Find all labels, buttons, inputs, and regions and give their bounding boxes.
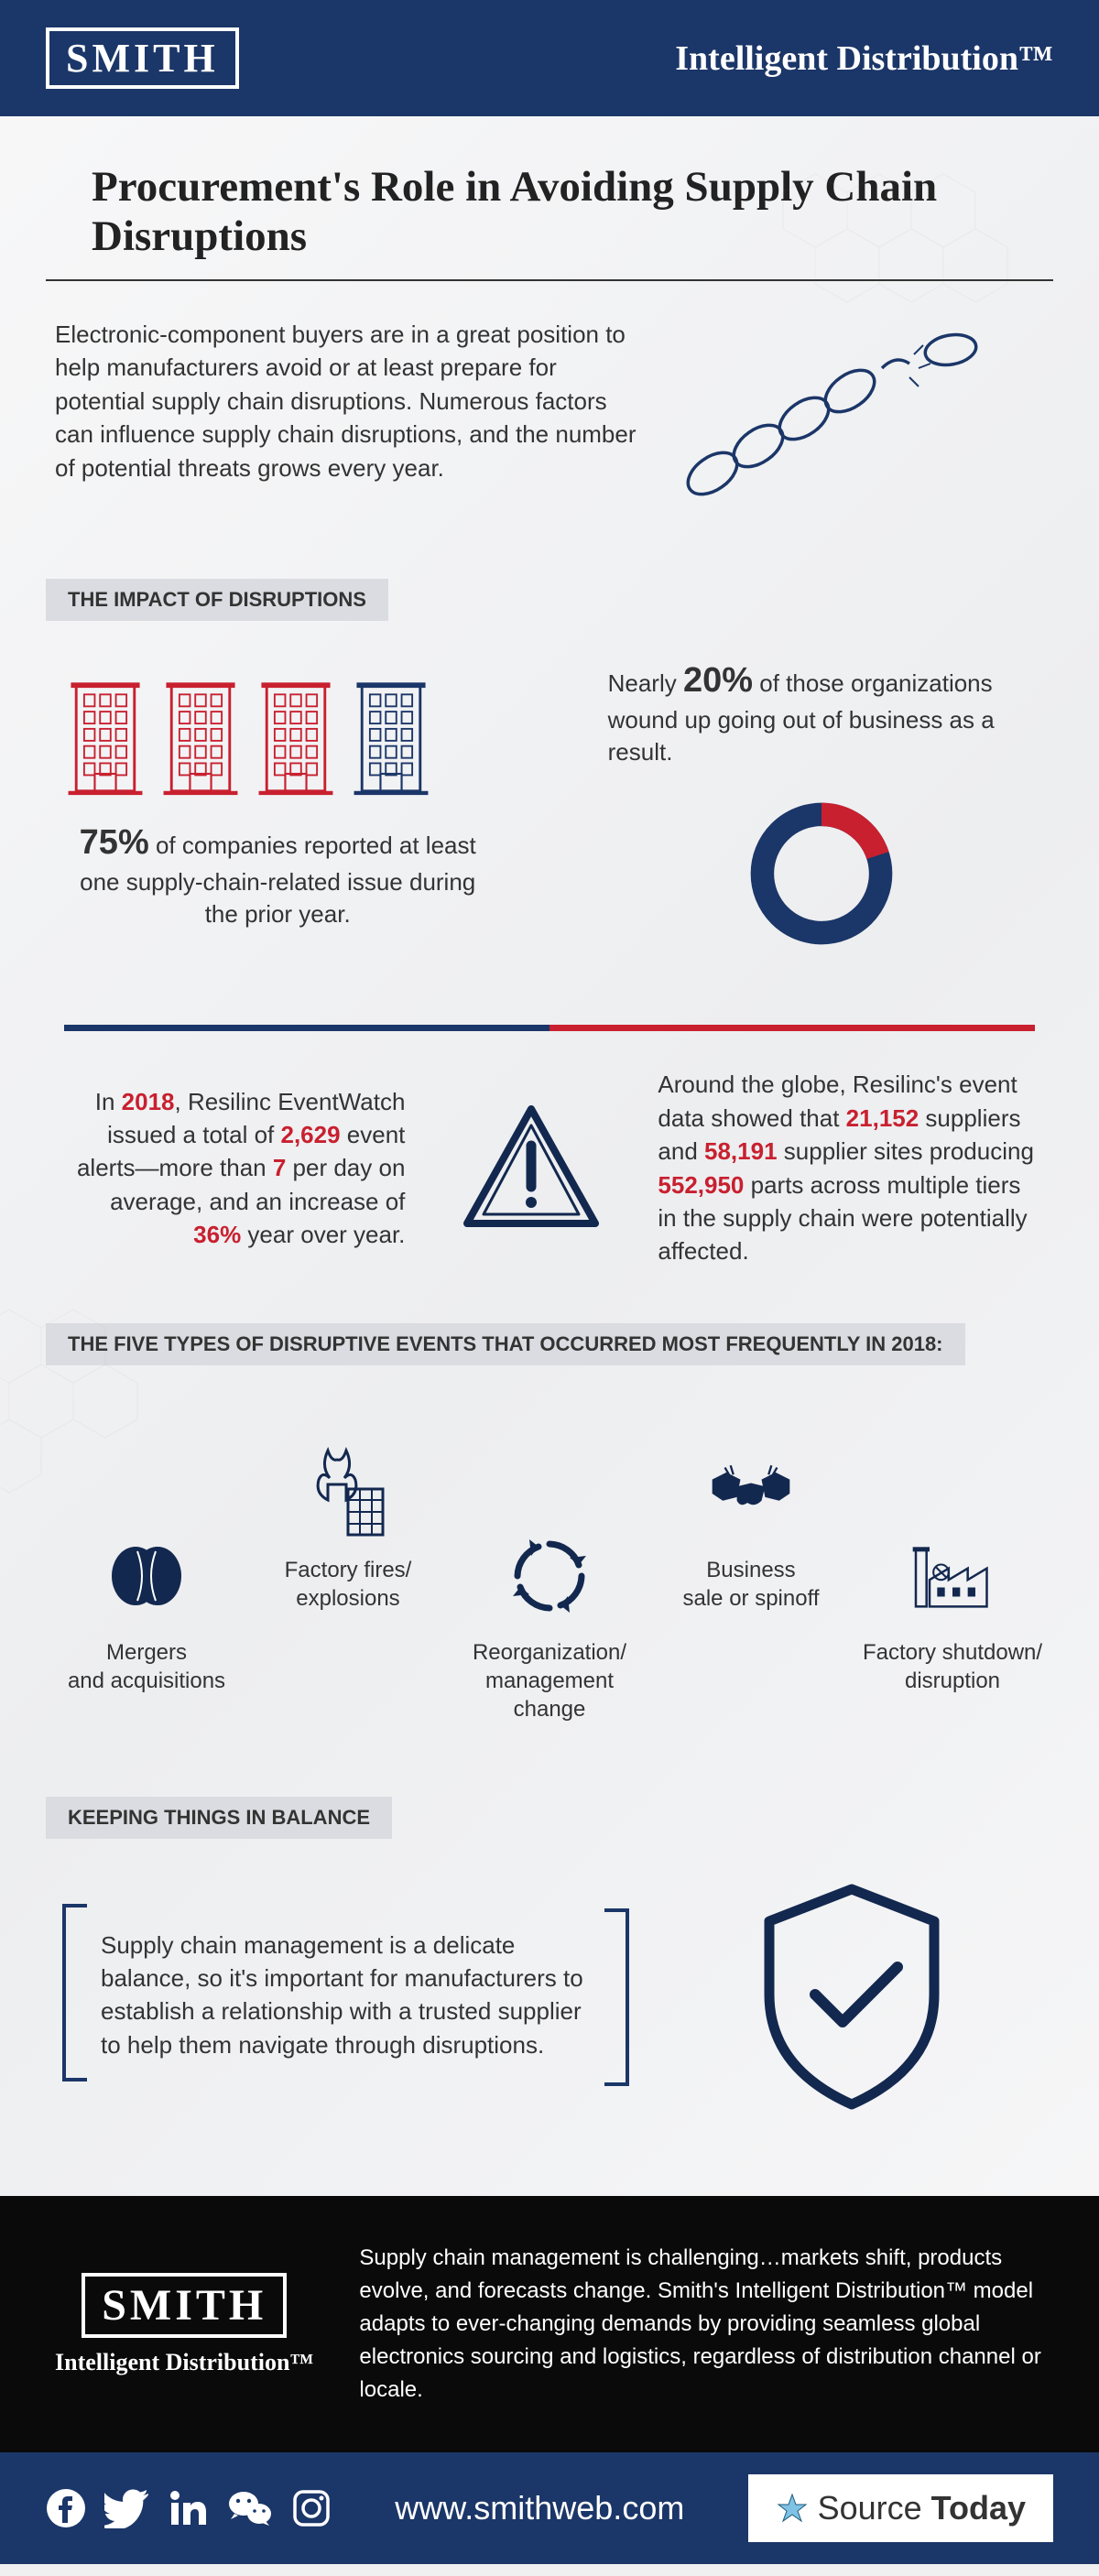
header-tagline: Intelligent Distribution™ <box>675 38 1053 79</box>
event-item: Mergersand acquisitions <box>51 1530 243 1695</box>
stat-75-pct: 75% <box>80 823 149 862</box>
footer-logo-block: SMITH Intelligent Distribution™ <box>55 2273 313 2376</box>
event-item: Factory fires/explosions <box>253 1448 444 1613</box>
building-icon <box>159 679 242 798</box>
balance-text: Supply chain management is a delicate ba… <box>101 1929 591 2062</box>
cycle-icon <box>504 1530 595 1622</box>
footer-smith-logo: SMITH <box>82 2273 287 2338</box>
building-icon <box>64 679 147 798</box>
bracket-right-icon <box>600 1906 637 2089</box>
shield-icon <box>682 1875 1022 2114</box>
intro-section: Electronic-component buyers are in a gre… <box>0 281 1099 579</box>
website-link[interactable]: www.smithweb.com <box>395 2489 684 2527</box>
divider-red <box>550 1025 1035 1031</box>
twitter-icon[interactable] <box>104 2488 150 2528</box>
sites: 58,191 <box>704 1137 778 1165</box>
alert-section: In 2018, Resilinc EventWatch issued a to… <box>0 1068 1099 1322</box>
alert-right-text: Around the globe, Resilinc's event data … <box>658 1068 1035 1267</box>
event-item: Reorganization/management change <box>454 1530 646 1724</box>
impact-right: Nearly 20% of those organizations wound … <box>608 658 1035 951</box>
page-title: Procurement's Role in Avoiding Supply Ch… <box>46 116 1053 281</box>
perday: 7 <box>273 1154 286 1181</box>
divider-bar <box>64 1025 1035 1031</box>
event-item: Factory shutdown/disruption <box>857 1530 1049 1695</box>
fire-icon <box>302 1448 394 1539</box>
linkedin-icon[interactable] <box>169 2488 209 2528</box>
event-label: Mergersand acquisitions <box>68 1638 225 1695</box>
stat-20-pre: Nearly <box>608 669 683 697</box>
today-label: Today <box>931 2489 1026 2527</box>
chain-graphic <box>648 318 1044 524</box>
infographic-root: SMITH Intelligent Distribution™ Procurem… <box>0 0 1099 2564</box>
event-label: Businesssale or spinoff <box>683 1556 820 1613</box>
merge-icon <box>101 1530 192 1622</box>
balance-text-wrap: Supply chain management is a delicate ba… <box>64 1901 627 2090</box>
events-heading: THE FIVE TYPES OF DISRUPTIVE EVENTS THAT… <box>46 1323 965 1365</box>
impact-section: 75% of companies reported at least one s… <box>0 621 1099 997</box>
impact-heading: THE IMPACT OF DISRUPTIONS <box>46 579 388 621</box>
bracket-left-icon <box>55 1901 92 2084</box>
yoy: 36% <box>193 1221 241 1248</box>
event-label: Factory shutdown/disruption <box>863 1638 1042 1695</box>
intro-text: Electronic-component buyers are in a gre… <box>55 318 648 524</box>
footer-blue: www.smithweb.com SourceToday <box>0 2452 1099 2564</box>
smith-logo: SMITH <box>46 27 239 89</box>
t: year over year. <box>241 1221 405 1248</box>
event-item: Businesssale or spinoff <box>656 1448 847 1613</box>
alert-left-text: In 2018, Resilinc EventWatch issued a to… <box>64 1085 405 1252</box>
count: 2,629 <box>281 1121 341 1148</box>
event-label: Factory fires/explosions <box>285 1556 412 1613</box>
stat-20: Nearly 20% of those organizations wound … <box>608 658 1035 768</box>
balance-section: Supply chain management is a delicate ba… <box>0 1839 1099 2196</box>
building-icon <box>255 679 337 798</box>
stat-75: 75% of companies reported at least one s… <box>64 820 491 930</box>
header-bar: SMITH Intelligent Distribution™ <box>0 0 1099 116</box>
donut-chart <box>744 796 899 951</box>
alert-icon <box>441 1100 621 1237</box>
footer-black: SMITH Intelligent Distribution™ Supply c… <box>0 2196 1099 2452</box>
divider-blue <box>64 1025 550 1031</box>
year: 2018 <box>122 1088 175 1115</box>
t: In <box>95 1088 122 1115</box>
handshake-icon <box>705 1448 797 1539</box>
footer-tagline: Intelligent Distribution™ <box>55 2349 313 2376</box>
source-label: Source <box>818 2489 922 2527</box>
wechat-icon[interactable] <box>227 2488 273 2528</box>
t: supplier sites producing <box>778 1137 1034 1165</box>
stat-20-pct: 20% <box>683 661 753 700</box>
events-section: Mergersand acquisitions Factory fires/ex… <box>0 1365 1099 1798</box>
factory-icon <box>907 1530 998 1622</box>
buildings-graphic <box>64 679 491 798</box>
instagram-icon[interactable] <box>291 2488 332 2528</box>
source-today-icon <box>776 2492 809 2525</box>
impact-left: 75% of companies reported at least one s… <box>64 679 491 930</box>
facebook-icon[interactable] <box>46 2488 86 2528</box>
parts: 552,950 <box>658 1171 744 1199</box>
building-icon <box>350 679 432 798</box>
balance-heading: KEEPING THINGS IN BALANCE <box>46 1797 392 1839</box>
social-icons <box>46 2488 332 2528</box>
suppliers: 21,152 <box>846 1104 919 1132</box>
source-today-logo: SourceToday <box>748 2474 1053 2542</box>
footer-text: Supply chain management is challenging…m… <box>359 2242 1044 2407</box>
event-label: Reorganization/management change <box>454 1638 646 1724</box>
